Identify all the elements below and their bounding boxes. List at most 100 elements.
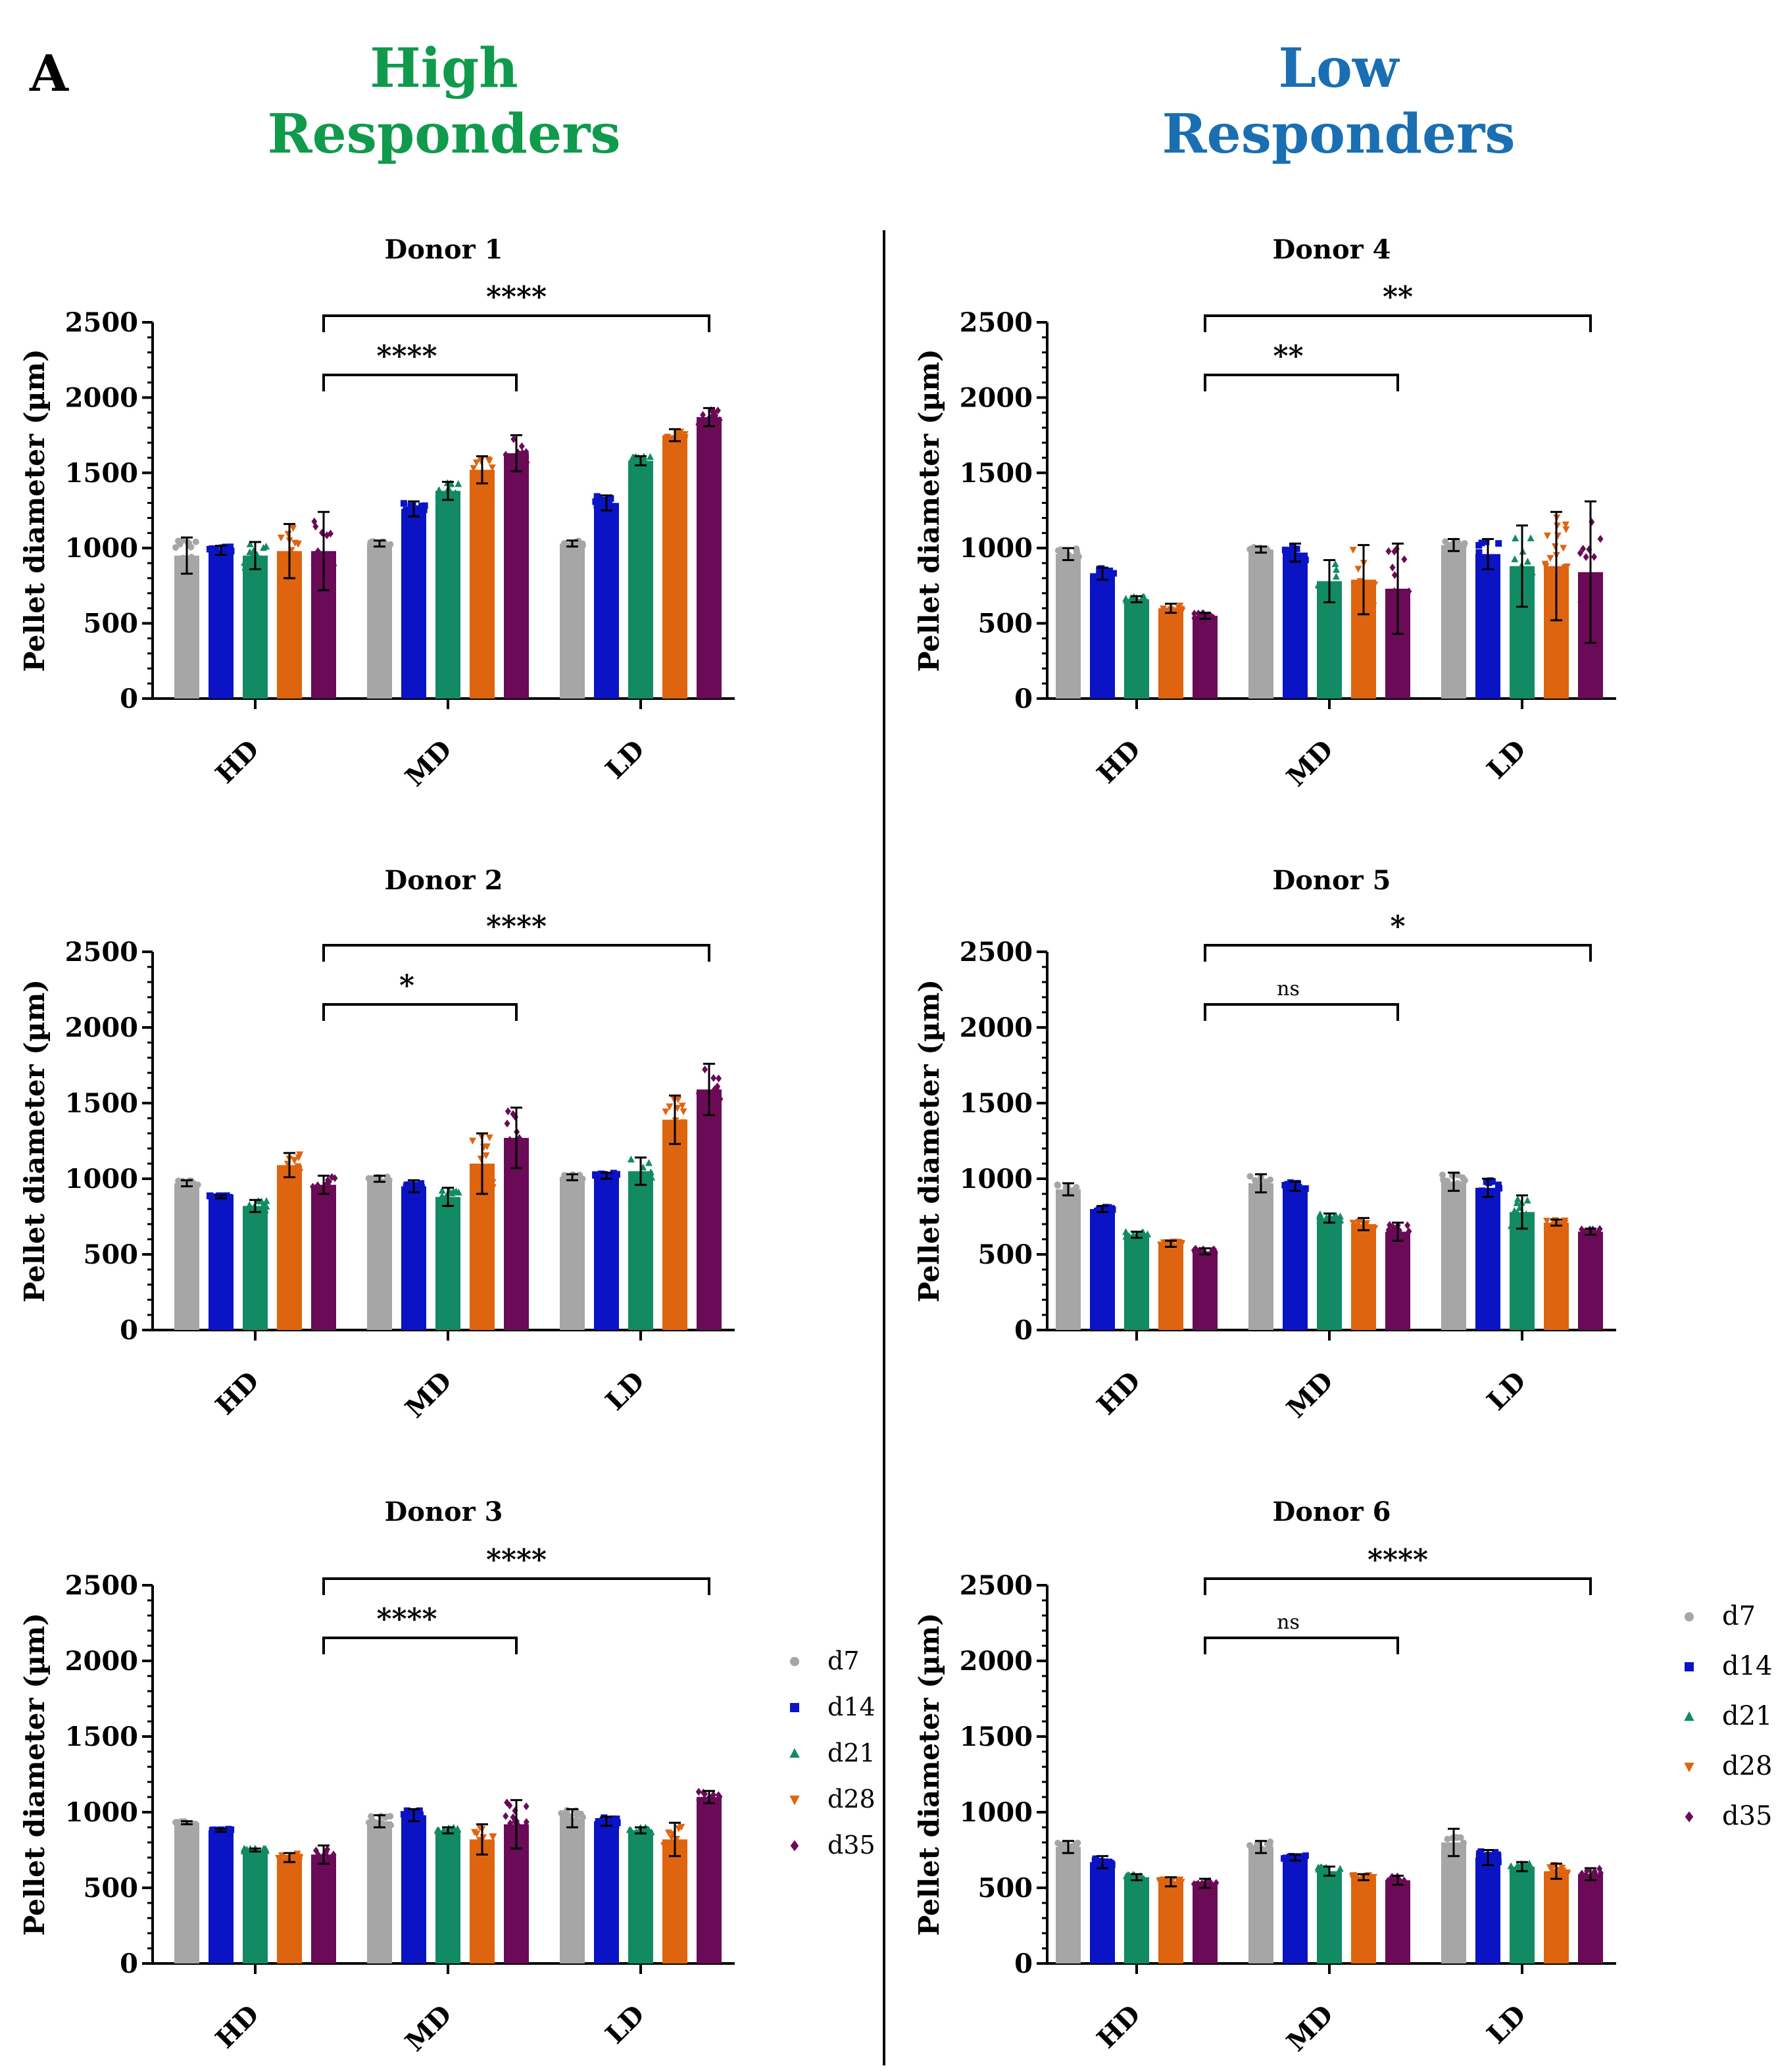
data-point [1580,545,1587,553]
data-point [522,463,528,472]
data-point [387,541,394,548]
data-point [224,1827,231,1835]
data-point [1366,597,1373,604]
bar-d35-MD [1385,1880,1410,1963]
data-point [488,464,496,472]
data-point [679,433,687,441]
data-point [1597,1869,1604,1877]
data-point [1332,572,1340,580]
data-point [1391,620,1397,629]
data-point [1177,1879,1185,1886]
data-point [1366,1876,1374,1884]
data-point [608,1173,616,1180]
data-point [176,541,184,548]
bar-d14-MD [401,508,426,699]
data-point [1349,1220,1357,1227]
chart-donor-5: Donor 5 0 500 1000 1500 2000 2500 Pellet diamet… [913,865,1616,1424]
data-point [1267,1176,1274,1183]
bar-d14-HD [209,550,234,699]
bar-d14-LD [1475,1187,1500,1330]
data-point [487,1849,495,1856]
bar-d21-MD [1317,1871,1342,1963]
data-point [1454,1180,1462,1187]
data-point [522,1148,528,1156]
data-point [257,562,264,570]
bar-d7-MD [1248,1183,1273,1330]
y-tick-label: 2000 [65,1646,138,1677]
data-point [1516,591,1523,599]
data-point [1403,604,1410,613]
data-point [1406,1227,1412,1236]
data-point [1122,1228,1130,1235]
data-point [1246,1173,1254,1180]
data-point [477,1155,485,1163]
significance-label: ** [1383,280,1413,314]
data-point [187,553,195,560]
legend-marker-d14 [790,1703,799,1712]
chart-title: Donor 6 [1273,1496,1391,1527]
y-tick-label: 0 [120,683,138,714]
bar-d35-LD [1578,1874,1603,1963]
x-tick-label: MD [399,734,458,793]
data-point [282,1854,290,1862]
panel-letter: A [29,44,69,103]
bar-d35-MD [504,453,529,699]
bar-d21-HD [1124,599,1149,699]
data-point [418,1180,425,1187]
data-point [1441,547,1448,554]
y-axis-label: Pellet diameter (µm) [913,979,945,1302]
bar-d35-LD [697,417,722,699]
data-point [592,498,599,505]
data-point [207,1193,214,1200]
y-tick-label: 1500 [960,1088,1033,1119]
significance-label: **** [486,280,547,314]
data-point [403,1181,410,1189]
data-point [1129,1230,1137,1238]
data-point [1562,526,1570,533]
bar-d28-HD [277,1858,302,1963]
legend-label-d21: d21 [827,1739,876,1767]
data-point [505,1107,511,1116]
data-point [678,1102,686,1110]
data-point [400,500,407,507]
data-point [1354,566,1362,573]
data-point [433,1826,441,1834]
data-point [1493,563,1500,570]
data-point [1401,618,1408,627]
data-point [1523,557,1531,565]
bar-d14-HD [1090,1209,1115,1330]
data-point [1105,1204,1112,1211]
data-point [1597,580,1604,588]
bar-d7-LD [1441,545,1466,699]
data-point [1551,543,1559,551]
data-point [1583,553,1589,561]
data-point [1483,538,1490,545]
data-point [1176,603,1184,610]
data-point [415,1816,422,1823]
data-point [1314,1863,1322,1871]
data-point [331,561,337,570]
x-tick-label: HD [1091,1999,1147,2054]
data-point [438,1187,446,1194]
chart-title: Donor 4 [1273,234,1391,265]
data-point [712,412,719,420]
data-point [1475,549,1483,556]
data-point [483,1164,491,1172]
data-point [1391,587,1398,595]
y-tick-label: 2500 [960,937,1033,968]
data-point [675,1825,683,1833]
bar-d14-HD [209,1830,234,1963]
data-point [328,1855,334,1863]
data-point [1097,574,1104,581]
data-point [504,1120,510,1128]
data-point [487,1843,495,1851]
data-point [314,1181,321,1189]
data-point [1177,1239,1185,1247]
y-tick-label: 2000 [65,1012,138,1043]
data-point [226,1194,233,1201]
data-point [1561,564,1569,572]
data-point [1106,1858,1113,1865]
data-point [1385,1226,1392,1235]
data-point [209,545,216,553]
